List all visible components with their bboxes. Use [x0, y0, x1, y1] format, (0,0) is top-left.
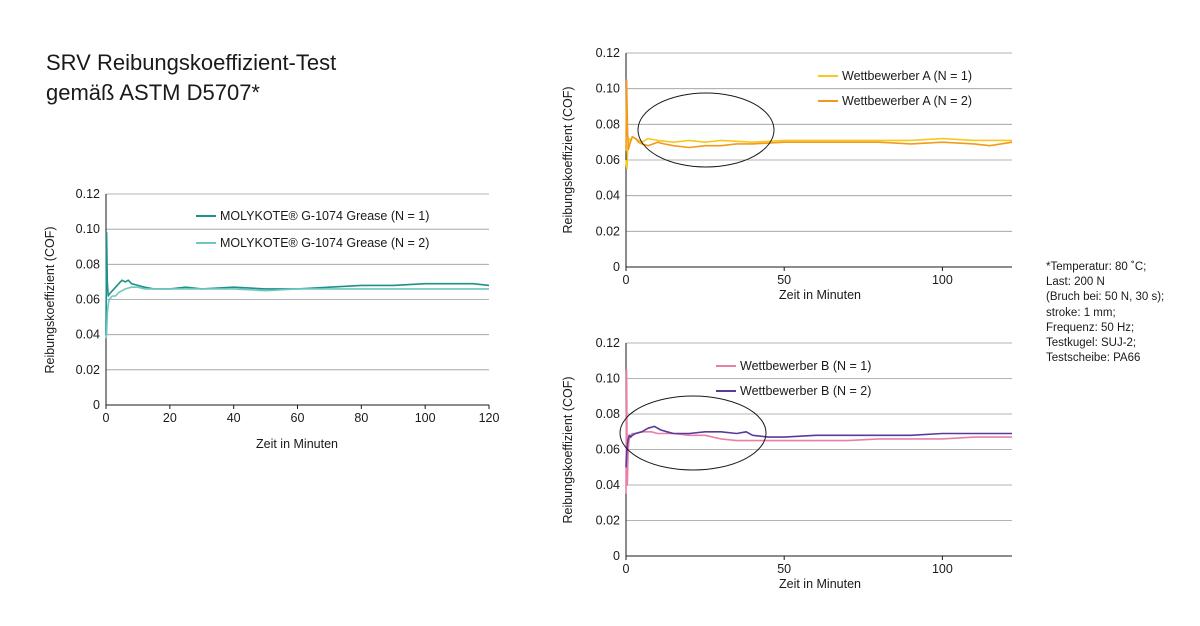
y-axis-label: Reibungskoeffizient (COF): [561, 86, 575, 233]
series-line: [625, 79, 1013, 152]
chart-molykote: 0 0.02 0.04 0.06 0.08 0.10 0.12 0 20 40 60 80 100 120…: [43, 187, 499, 451]
x-axis-label: Zeit in Minuten: [779, 577, 861, 591]
y-tick-label: 0.08: [596, 117, 620, 131]
y-tick-label: 0.10: [596, 372, 620, 386]
y-tick-label: 0: [93, 398, 100, 412]
legend-label: Wettbewerber B (N = 1): [740, 359, 871, 373]
condition-line: Testkugel: SUJ-2;: [1046, 337, 1137, 350]
condition-line: stroke: 1 mm;: [1046, 306, 1116, 319]
condition-line: Frequenz: 50 Hz;: [1046, 321, 1135, 334]
y-axis-label: Reibungskoeffizient (COF): [43, 226, 57, 373]
x-tick-label: 0: [623, 273, 630, 287]
y-tick-label: 0: [613, 549, 620, 563]
legend-label: Wettbewerber B (N = 2): [740, 384, 871, 398]
y-tick-label: 0.08: [596, 407, 620, 421]
highlight-ellipse: [619, 395, 767, 471]
condition-line: *Temperatur: 80 ˚C;: [1046, 261, 1147, 273]
chart-wettbewerber-b: 0 0.02 0.04 0.06 0.08 0.10 0.12 0 50 100 Zeit in M…: [561, 336, 1012, 591]
legend-label: Wettbewerber A (N = 1): [842, 69, 972, 83]
page-title-line-1: SRV Reibungskoeffizient-Test: [46, 50, 337, 75]
x-tick-label: 50: [777, 273, 791, 287]
test-conditions-note: *Temperatur: 80 ˚C; Last: 200 N (Bruch b…: [1046, 260, 1164, 366]
x-tick-label: 100: [415, 411, 436, 425]
y-tick-label: 0.04: [596, 189, 620, 203]
y-tick-label: 0.06: [76, 293, 100, 307]
page-title: SRV Reibungskoeffizient-Test gemäß ASTM …: [46, 48, 336, 108]
series-line: [105, 286, 489, 339]
y-tick-label: 0.12: [596, 336, 620, 350]
x-tick-label: 100: [932, 562, 953, 576]
condition-line: (Bruch bei: 50 N, 30 s);: [1046, 291, 1165, 304]
y-tick-label: 0.02: [596, 514, 620, 528]
highlight-ellipse: [637, 92, 775, 168]
y-tick-label: 0: [613, 260, 620, 274]
condition-line: Testscheibe: PA66: [1046, 352, 1141, 365]
x-tick-label: 20: [163, 411, 177, 425]
series-line: [625, 425, 1012, 468]
chart-wettbewerber-a: 0 0.02 0.04 0.06 0.08 0.10 0.12 0 50 100 Zeit in M…: [561, 46, 1013, 302]
y-tick-label: 0.12: [596, 46, 620, 60]
x-tick-label: 0: [103, 411, 110, 425]
y-tick-label: 0.02: [76, 363, 100, 377]
x-tick-label: 50: [777, 562, 791, 576]
page-title-line-2: gemäß ASTM D5707*: [46, 80, 260, 105]
y-tick-label: 0.04: [76, 328, 100, 342]
legend-label: Wettbewerber A (N = 2): [842, 94, 972, 108]
x-tick-label: 40: [227, 411, 241, 425]
x-axis-label: Zeit in Minuten: [256, 437, 338, 451]
y-tick-label: 0.06: [596, 443, 620, 457]
y-tick-label: 0.10: [76, 222, 100, 236]
x-axis-label: Zeit in Minuten: [779, 288, 861, 302]
x-tick-label: 120: [479, 411, 500, 425]
y-axis-label: Reibungskoeffizient (COF): [561, 376, 575, 523]
condition-line: Last: 200 N: [1046, 276, 1105, 289]
y-tick-label: 0.12: [76, 187, 100, 201]
series-line: [105, 231, 490, 335]
series-line: [625, 368, 1012, 494]
y-tick-label: 0.10: [596, 82, 620, 96]
y-tick-label: 0.02: [596, 224, 620, 238]
y-tick-label: 0.04: [596, 478, 620, 492]
legend-label: MOLYKOTE® G-1074 Grease (N = 2): [220, 236, 429, 250]
y-tick-label: 0.06: [596, 153, 620, 167]
x-tick-label: 0: [623, 562, 630, 576]
x-tick-label: 100: [932, 273, 953, 287]
y-tick-label: 0.08: [76, 257, 100, 271]
x-tick-label: 80: [354, 411, 368, 425]
x-tick-label: 60: [291, 411, 305, 425]
legend-label: MOLYKOTE® G-1074 Grease (N = 1): [220, 209, 429, 223]
